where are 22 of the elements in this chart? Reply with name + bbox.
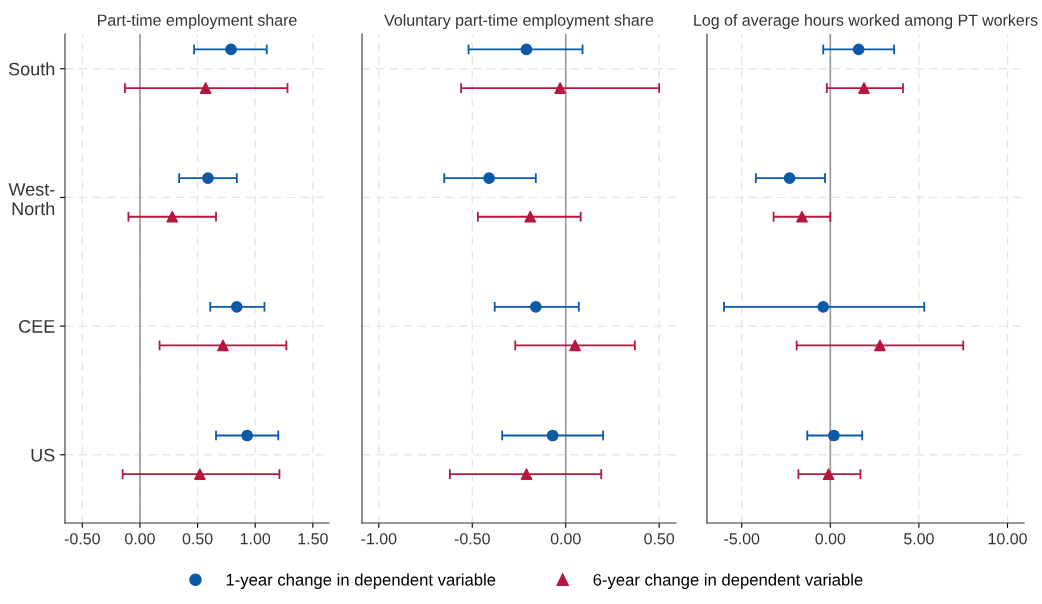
legend-label: 1-year change in dependent variable [226, 573, 496, 589]
y-tick-label: South [8, 62, 55, 76]
chart-title: Voluntary part-time employment share [384, 14, 654, 29]
x-tick-label: -0.50 [454, 533, 490, 545]
x-tick-label: 0.50 [182, 533, 213, 545]
x-tick-label: 0.00 [550, 533, 581, 545]
x-tick-label: 5.00 [904, 533, 934, 545]
legend-label: 6-year change in dependent variable [593, 573, 863, 589]
x-tick-label: -1.00 [361, 533, 397, 545]
chart-title: Part-time employment share [98, 14, 297, 29]
x-tick-label: 0.50 [644, 533, 675, 545]
y-tick-label: West- North [8, 183, 55, 216]
y-tick-label: CEE [19, 320, 55, 333]
x-tick-label: -0.50 [64, 533, 100, 545]
x-tick-label: 0.00 [125, 533, 155, 545]
y-tick-label: US [31, 448, 55, 462]
x-tick-label: 1.00 [240, 533, 271, 545]
x-tick-label: 10.00 [988, 533, 1027, 545]
x-tick-label: 0.00 [815, 533, 846, 545]
x-tick-label: 1.50 [298, 533, 328, 545]
chart-title: Log of average hours worked among PT workers [694, 14, 1038, 29]
x-tick-label: -5.00 [724, 533, 760, 545]
